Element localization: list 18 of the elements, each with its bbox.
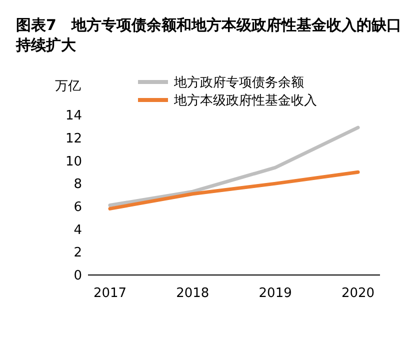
x-tick-label: 2019 xyxy=(258,286,292,301)
y-tick-label: 14 xyxy=(65,108,82,124)
y-tick-label: 8 xyxy=(74,177,82,192)
legend-label: 地方本级政府性基金收入 xyxy=(173,92,317,109)
legend-label: 地方政府专项债务余额 xyxy=(173,74,304,91)
y-tick-label: 12 xyxy=(65,131,82,146)
x-tick-label: 2020 xyxy=(341,286,375,301)
line-series xyxy=(108,126,360,208)
chart-title: 图表7 地方专项债余额和地方本级政府性基金收入的缺口持续扩大 xyxy=(15,16,402,54)
x-tick-label: 2017 xyxy=(93,286,127,301)
y-axis-title: 万亿 xyxy=(55,79,81,94)
y-tick-label: 6 xyxy=(74,200,82,215)
y-tick-label: 4 xyxy=(74,222,82,238)
y-tick-label: 0 xyxy=(74,268,82,284)
y-tick-label: 2 xyxy=(74,246,82,261)
y-tick-label: 10 xyxy=(65,154,82,170)
line-series xyxy=(108,170,360,210)
x-tick-label: 2018 xyxy=(176,286,210,301)
